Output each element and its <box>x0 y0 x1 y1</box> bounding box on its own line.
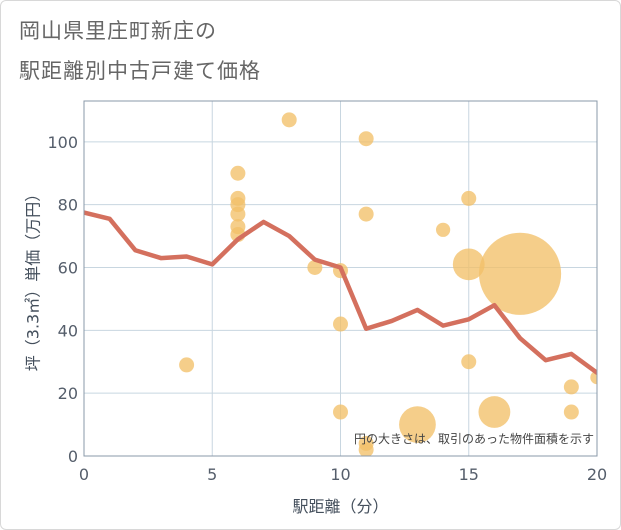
y-tick-label: 80 <box>58 196 78 215</box>
bubbles <box>179 112 597 456</box>
chart-title-line2: 駅距離別中古戸建て価格 <box>19 59 261 83</box>
bubble-point <box>307 260 323 276</box>
y-tick-label: 20 <box>58 384 78 403</box>
x-tick-label: 20 <box>587 465 607 484</box>
y-tick-label: 100 <box>47 133 78 152</box>
bubble-size-note: 円の大きさは、取引のあった物件面積を示す <box>354 431 594 446</box>
plot-border <box>83 100 598 457</box>
bubble-point <box>435 222 451 237</box>
bubble-point <box>452 248 485 281</box>
bubble-point <box>230 206 246 222</box>
x-tick-label: 5 <box>207 465 217 484</box>
bubble-point <box>179 357 195 373</box>
bubble-point <box>333 316 348 332</box>
bubble-point <box>461 190 477 206</box>
x-tick-label: 0 <box>79 465 89 484</box>
bubble-point <box>358 206 374 222</box>
bubble-point <box>478 396 511 428</box>
series-line <box>84 210 597 375</box>
y-tick-label: 40 <box>58 321 78 340</box>
chart-title-line1: 岡山県里庄町新庄の <box>19 19 217 43</box>
y-tick-label: 60 <box>58 259 78 278</box>
bubble-point <box>563 404 579 420</box>
bubble-point <box>399 406 436 443</box>
bubble-point <box>281 112 297 128</box>
price-line <box>84 210 597 375</box>
tick-labels: 0 5 10 15 20 0 20 40 60 80 100 <box>47 133 607 484</box>
bubble-point <box>358 442 374 456</box>
bubble-point <box>478 232 562 315</box>
plot-area-border <box>83 100 598 457</box>
bubble-point <box>230 165 246 181</box>
x-axis-label: 駅距離（分） <box>292 497 388 516</box>
x-tick-label: 15 <box>459 465 479 484</box>
y-tick-label: 0 <box>68 447 78 466</box>
bubble-point <box>563 379 579 395</box>
bubble-point <box>461 354 477 370</box>
x-tick-label: 10 <box>330 465 350 484</box>
y-axis-label: 坪（3.3㎡）単価（万円） <box>24 186 43 371</box>
bubble-point <box>358 131 374 147</box>
bubble-point <box>333 404 348 420</box>
